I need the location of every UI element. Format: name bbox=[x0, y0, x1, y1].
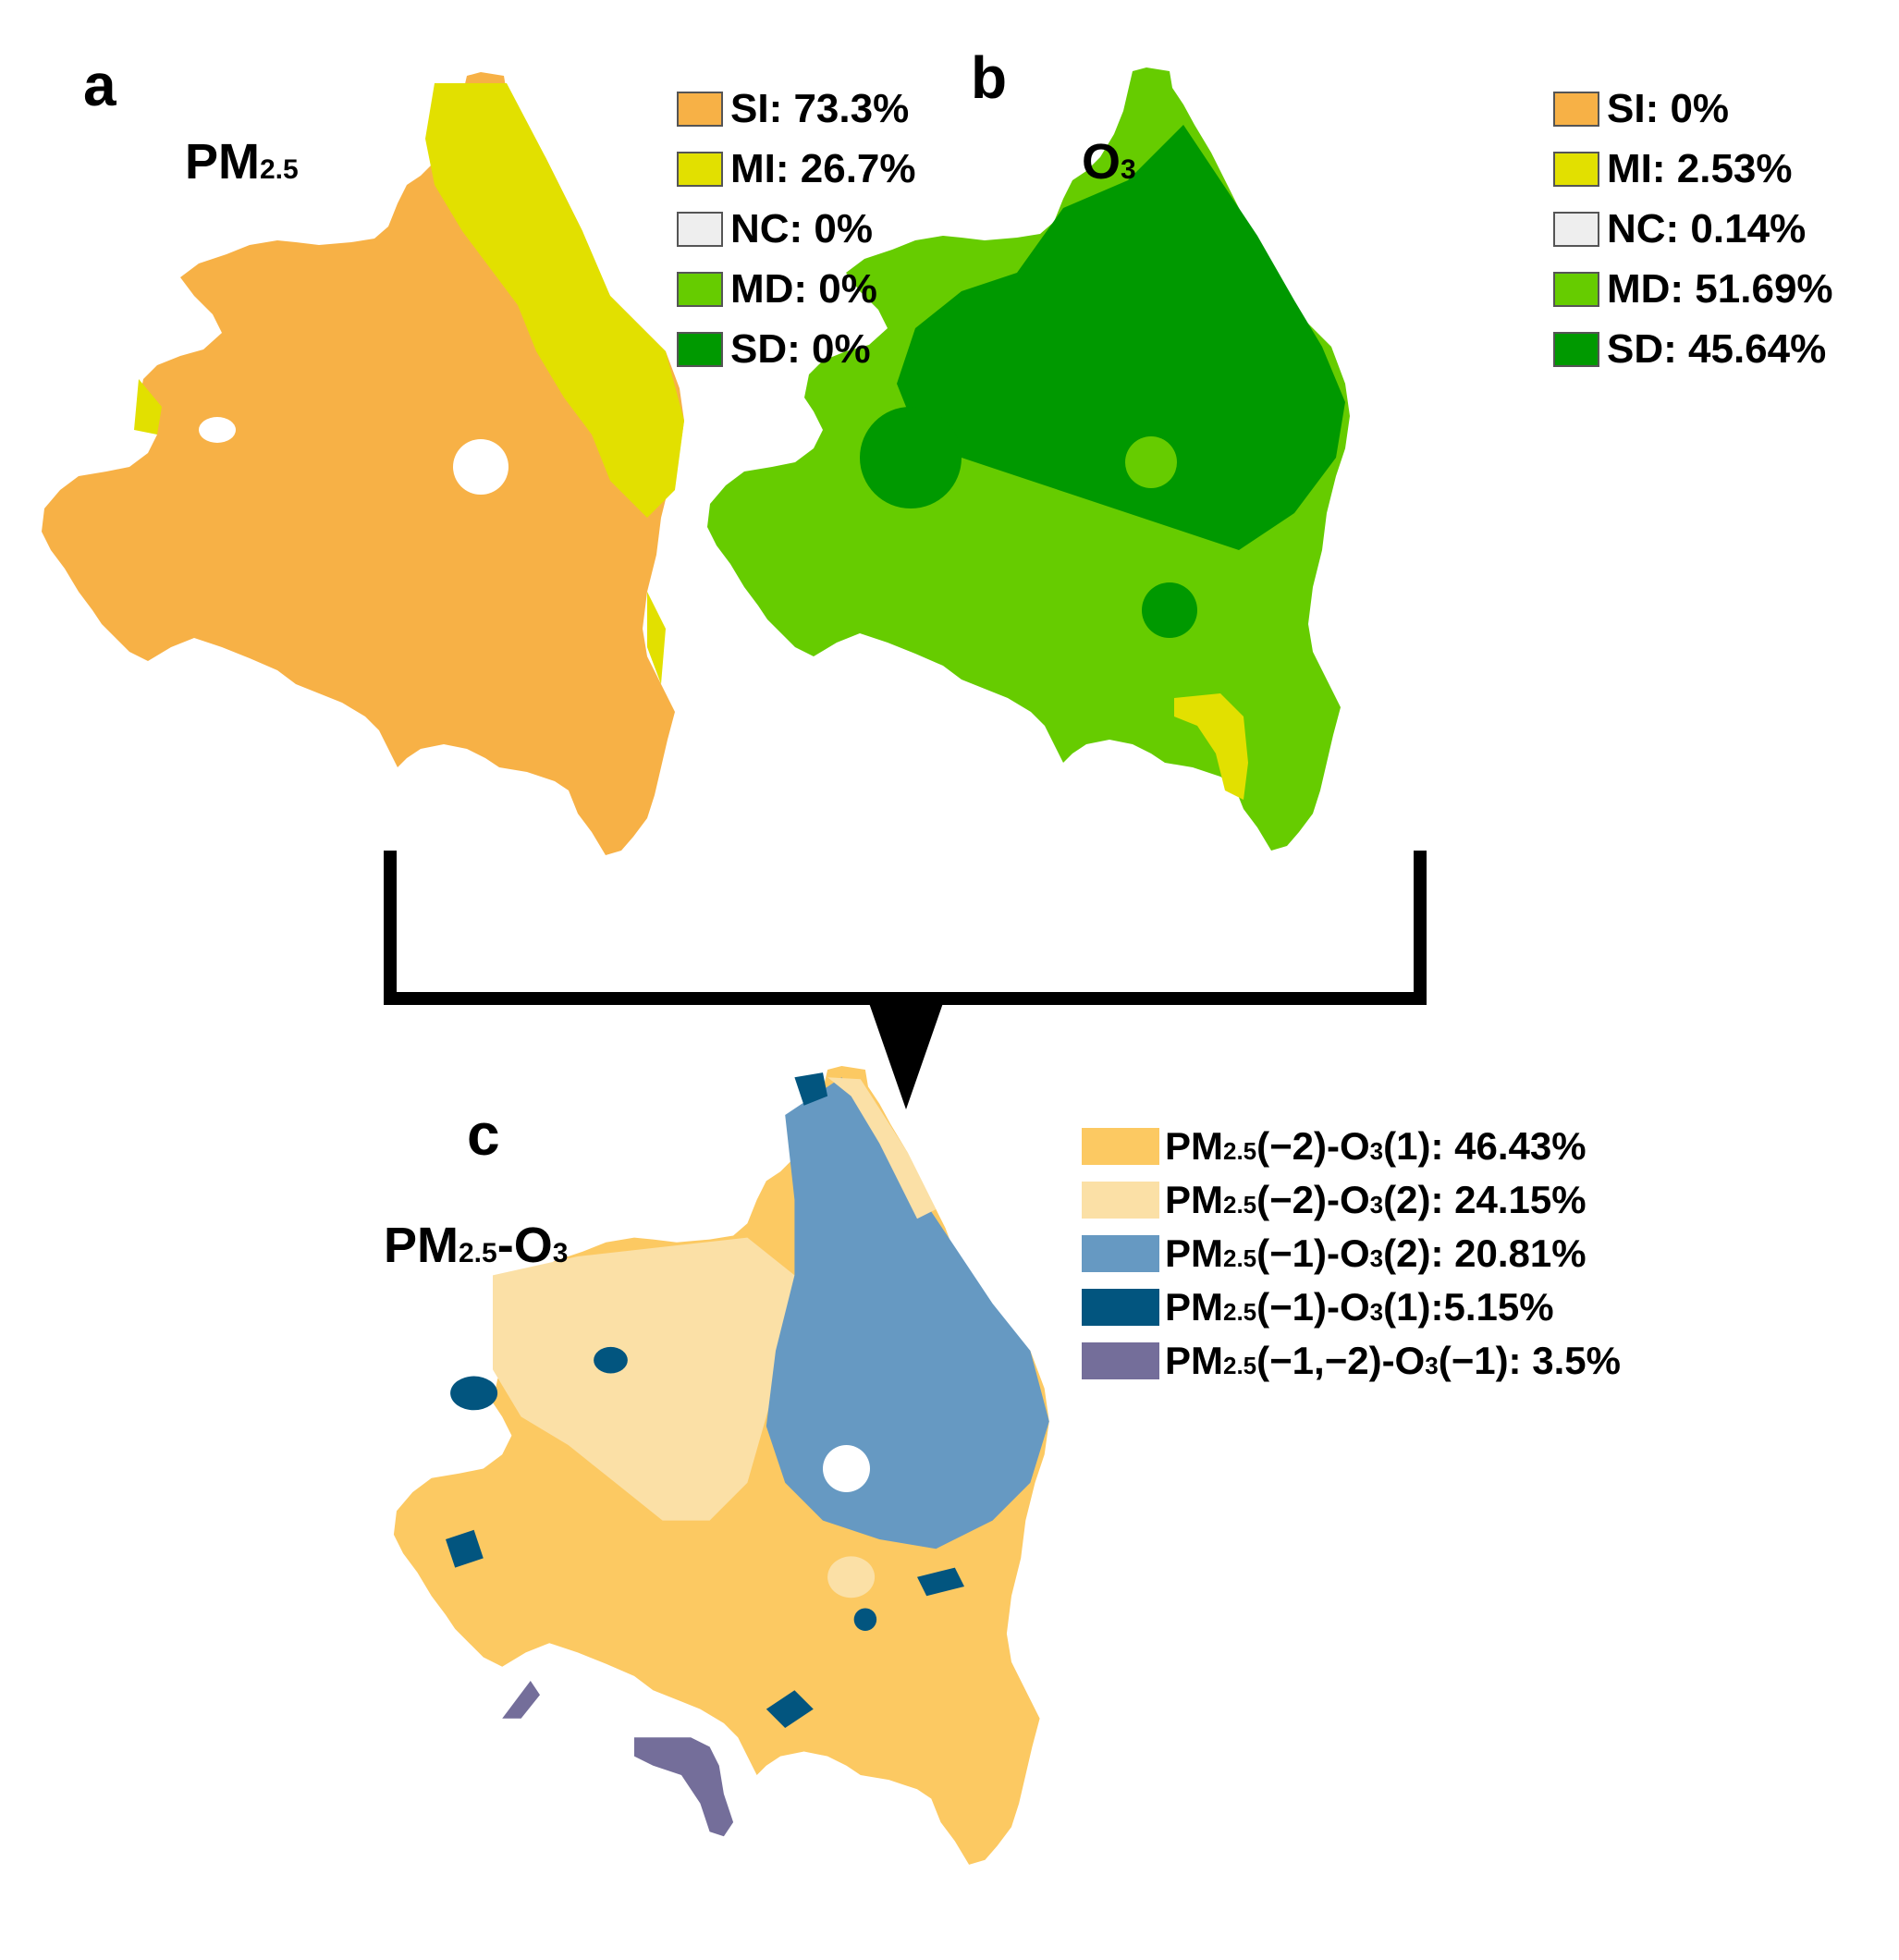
legend-label: MD: 51.69% bbox=[1607, 266, 1833, 312]
legend-swatch bbox=[1082, 1235, 1159, 1272]
panel-c-title: PM2.5-O3 bbox=[384, 1220, 568, 1270]
panel-c-title-mid: -O bbox=[496, 1218, 553, 1273]
legend-swatch bbox=[677, 92, 723, 127]
map-b bbox=[707, 67, 1350, 851]
panel-b-title: O3 bbox=[1082, 137, 1136, 187]
legend-swatch bbox=[1553, 332, 1599, 367]
legend-label: PM2.5(−1,−2)-O3(−1): 3.5% bbox=[1165, 1339, 1621, 1382]
legend-item: PM2.5(−1,−2)-O3(−1): 3.5% bbox=[1082, 1341, 1621, 1381]
panel-a-title: PM2.5 bbox=[185, 137, 299, 187]
legend-item: NC: 0% bbox=[677, 205, 916, 253]
legend-swatch bbox=[1082, 1289, 1159, 1326]
legend-swatch bbox=[677, 212, 723, 247]
panel-c-title-sub2: 3 bbox=[552, 1238, 569, 1268]
panel-c-letter: c bbox=[467, 1101, 500, 1168]
legend-item: MD: 51.69% bbox=[1553, 265, 1833, 313]
legend-label: SD: 45.64% bbox=[1607, 326, 1827, 372]
map-a bbox=[42, 72, 684, 855]
legend-item: MI: 26.7% bbox=[677, 145, 916, 193]
legend-swatch bbox=[677, 152, 723, 187]
legend-item: SI: 73.3% bbox=[677, 85, 916, 133]
legend-item: SD: 0% bbox=[677, 325, 916, 374]
merge-connector bbox=[384, 851, 1427, 1109]
legend-swatch bbox=[677, 332, 723, 367]
panel-b-letter: b bbox=[971, 44, 1008, 111]
legend-label: MI: 2.53% bbox=[1607, 146, 1793, 191]
panel-b-title-sub: 3 bbox=[1121, 154, 1136, 185]
legend-swatch bbox=[1553, 92, 1599, 127]
legend-label: SI: 73.3% bbox=[730, 86, 910, 131]
legend-label: PM2.5(−1)-O3(1):5.15% bbox=[1165, 1285, 1554, 1329]
panel-a-title-main: PM bbox=[185, 134, 260, 190]
legend-label: MI: 26.7% bbox=[730, 146, 916, 191]
panel-a-letter: a bbox=[83, 52, 116, 118]
panel-c-legend: PM2.5(−2)-O3(1): 46.43% PM2.5(−2)-O3(2):… bbox=[1082, 1126, 1621, 1394]
panel-a-legend: SI: 73.3% MI: 26.7% NC: 0% MD: 0% SD: 0% bbox=[677, 85, 916, 386]
legend-item: SD: 45.64% bbox=[1553, 325, 1833, 374]
legend-label: PM2.5(−2)-O3(1): 46.43% bbox=[1165, 1124, 1587, 1168]
legend-item: MI: 2.53% bbox=[1553, 145, 1833, 193]
legend-item: MD: 0% bbox=[677, 265, 916, 313]
legend-item: NC: 0.14% bbox=[1553, 205, 1833, 253]
legend-label: PM2.5(−1)-O3(2): 20.81% bbox=[1165, 1231, 1587, 1275]
legend-swatch bbox=[1553, 272, 1599, 307]
legend-label: PM2.5(−2)-O3(2): 24.15% bbox=[1165, 1178, 1587, 1221]
legend-swatch bbox=[1082, 1182, 1159, 1219]
legend-label: SD: 0% bbox=[730, 326, 871, 372]
legend-label: MD: 0% bbox=[730, 266, 877, 312]
legend-label: NC: 0.14% bbox=[1607, 206, 1807, 251]
legend-swatch bbox=[677, 272, 723, 307]
legend-label: SI: 0% bbox=[1607, 86, 1730, 131]
legend-swatch bbox=[1082, 1342, 1159, 1379]
legend-swatch bbox=[1082, 1128, 1159, 1165]
legend-item: SI: 0% bbox=[1553, 85, 1833, 133]
panel-b-title-main: O bbox=[1082, 134, 1121, 190]
legend-item: PM2.5(−1)-O3(2): 20.81% bbox=[1082, 1233, 1621, 1274]
map-c bbox=[393, 1065, 1049, 1865]
panel-c-title-main: PM bbox=[384, 1218, 459, 1273]
legend-swatch bbox=[1553, 152, 1599, 187]
legend-item: PM2.5(−2)-O3(2): 24.15% bbox=[1082, 1180, 1621, 1220]
legend-item: PM2.5(−2)-O3(1): 46.43% bbox=[1082, 1126, 1621, 1167]
legend-label: NC: 0% bbox=[730, 206, 874, 251]
panel-b-legend: SI: 0% MI: 2.53% NC: 0.14% MD: 51.69% SD… bbox=[1553, 85, 1833, 386]
legend-swatch bbox=[1553, 212, 1599, 247]
panel-a-title-sub: 2.5 bbox=[260, 154, 299, 185]
panel-c-title-sub: 2.5 bbox=[459, 1238, 497, 1268]
legend-item: PM2.5(−1)-O3(1):5.15% bbox=[1082, 1287, 1621, 1328]
